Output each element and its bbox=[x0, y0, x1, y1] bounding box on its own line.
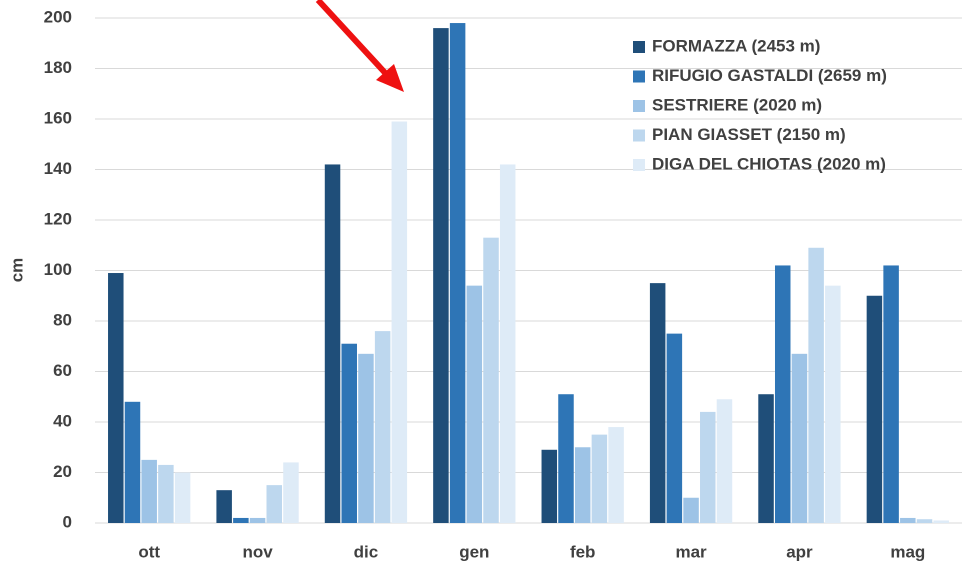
bar bbox=[449, 23, 466, 524]
legend-swatch bbox=[633, 41, 645, 53]
bar bbox=[124, 401, 141, 523]
bar bbox=[791, 353, 808, 523]
bar bbox=[866, 295, 883, 523]
bar bbox=[391, 121, 408, 524]
bar bbox=[649, 283, 666, 523]
y-tick-label: 0 bbox=[63, 512, 72, 531]
bar bbox=[716, 399, 733, 523]
bar bbox=[758, 394, 774, 523]
bar bbox=[233, 517, 249, 523]
legend-swatch bbox=[633, 129, 645, 142]
x-tick-label: gen bbox=[459, 542, 489, 561]
legend-swatch bbox=[633, 159, 645, 171]
y-tick-label: 80 bbox=[53, 310, 72, 329]
bar bbox=[374, 331, 391, 523]
legend-label: FORMAZZA (2453 m) bbox=[652, 36, 820, 55]
y-tick-label: 100 bbox=[44, 260, 72, 279]
bar bbox=[541, 449, 558, 523]
legend-label: SESTRIERE (2020 m) bbox=[652, 95, 822, 114]
x-tick-label: feb bbox=[570, 542, 596, 561]
y-axis-label: cm bbox=[7, 258, 26, 283]
bar bbox=[900, 517, 916, 523]
bar bbox=[608, 427, 624, 523]
y-tick-label: 140 bbox=[44, 159, 72, 178]
arrow-head bbox=[376, 64, 404, 92]
bar bbox=[574, 447, 591, 523]
x-tick-label: ott bbox=[138, 542, 160, 561]
arrow bbox=[315, 0, 404, 92]
bar bbox=[108, 273, 124, 523]
y-tick-label: 40 bbox=[53, 411, 72, 430]
bar bbox=[825, 285, 841, 523]
bar bbox=[591, 434, 608, 523]
x-tick-label: mag bbox=[890, 542, 925, 561]
bar bbox=[483, 237, 499, 524]
legend: FORMAZZA (2453 m) RIFUGIO GASTALDI (2659 … bbox=[633, 36, 887, 173]
bar bbox=[666, 333, 683, 523]
bar bbox=[216, 490, 232, 523]
grid bbox=[95, 17, 962, 524]
bars bbox=[108, 23, 949, 524]
bar bbox=[266, 485, 283, 523]
bar bbox=[358, 353, 374, 523]
y-tick-label: 200 bbox=[44, 7, 72, 26]
bar bbox=[283, 462, 299, 523]
arrow-line bbox=[315, 0, 391, 79]
x-tick-label: apr bbox=[786, 542, 813, 561]
bar bbox=[883, 265, 899, 523]
bar bbox=[433, 28, 449, 523]
bar bbox=[174, 472, 191, 523]
legend-swatch bbox=[633, 70, 645, 83]
y-tick-label: 20 bbox=[53, 462, 72, 481]
x-tick-label: mar bbox=[675, 542, 707, 561]
bar bbox=[774, 265, 791, 523]
legend-swatch bbox=[633, 100, 645, 112]
legend-label: PIAN GIASSET (2150 m) bbox=[652, 125, 846, 144]
bar bbox=[141, 459, 157, 523]
bar bbox=[324, 164, 341, 523]
bar bbox=[341, 343, 357, 523]
bar bbox=[558, 394, 574, 523]
y-tick-label: 180 bbox=[44, 58, 72, 77]
bar bbox=[916, 519, 933, 523]
bar bbox=[466, 285, 483, 523]
x-tick-label: nov bbox=[242, 542, 273, 561]
y-tick-label: 160 bbox=[44, 108, 72, 127]
bar bbox=[249, 517, 266, 523]
y-tick-label: 60 bbox=[53, 361, 72, 380]
bar bbox=[700, 411, 716, 523]
bar bbox=[933, 520, 949, 523]
x-tick-label: dic bbox=[354, 542, 379, 561]
legend-label: DIGA DEL CHIOTAS (2020 m) bbox=[652, 154, 886, 173]
bar bbox=[499, 164, 516, 523]
bar bbox=[158, 464, 174, 523]
bar bbox=[683, 497, 699, 523]
legend-label: RIFUGIO GASTALDI (2659 m) bbox=[652, 66, 887, 85]
bar bbox=[808, 247, 824, 523]
y-tick-label: 120 bbox=[44, 209, 72, 228]
